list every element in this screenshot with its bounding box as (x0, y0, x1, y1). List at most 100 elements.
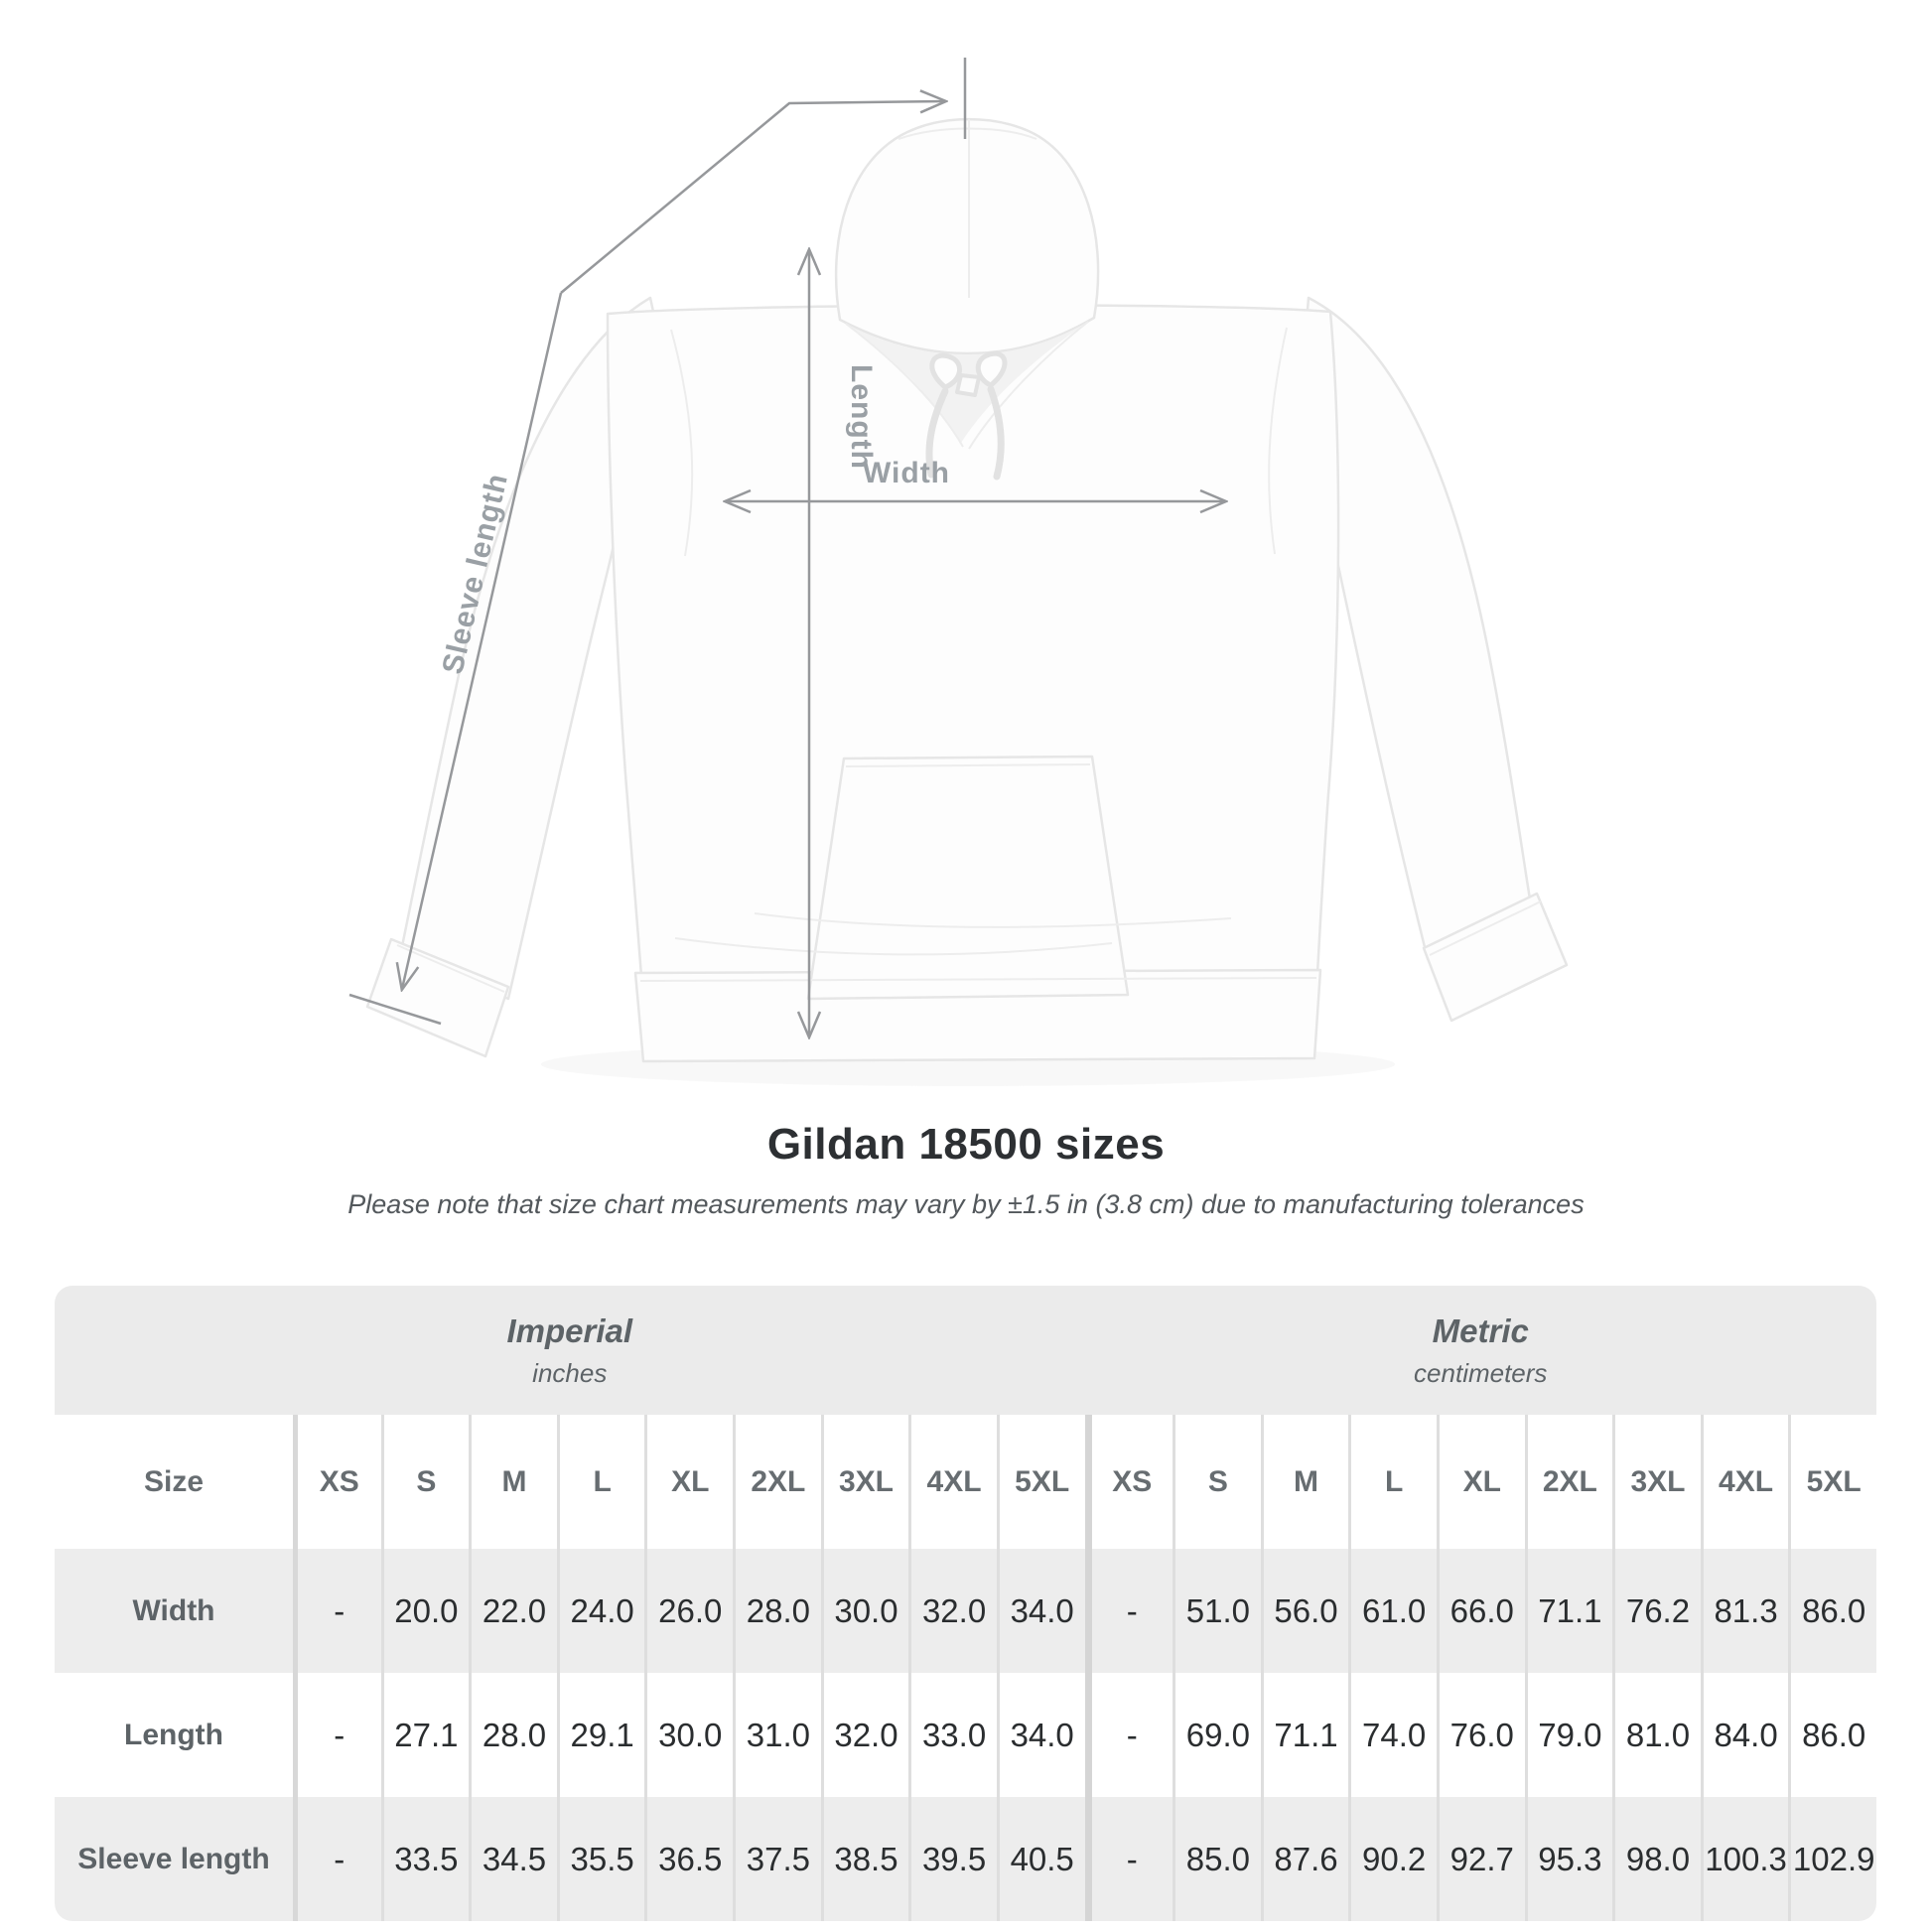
hoodie-right-sleeve (1304, 296, 1533, 961)
value-cell: 86.0 (1788, 1673, 1876, 1797)
length-label: Length (845, 364, 878, 470)
unit-band-metric: Metric centimeters (1084, 1286, 1876, 1415)
unit-system-name: Imperial (506, 1311, 633, 1349)
value-cell: 81.3 (1700, 1549, 1789, 1673)
size-header-imperial-l: L (556, 1415, 645, 1549)
hoodie-pocket (806, 755, 1130, 1001)
value-cell: 76.0 (1436, 1673, 1525, 1797)
value-cell: 35.5 (556, 1797, 645, 1921)
value-cell: - (1084, 1549, 1173, 1673)
value-cell: 86.0 (1788, 1549, 1876, 1673)
size-header-imperial-5xl: 5XL (996, 1415, 1085, 1549)
value-cell: - (1084, 1797, 1173, 1921)
value-cell: 84.0 (1700, 1673, 1789, 1797)
hoodie-image (365, 117, 1569, 1063)
value-cell: 66.0 (1436, 1549, 1525, 1673)
value-cell: 33.5 (380, 1797, 470, 1921)
value-cell: 61.0 (1348, 1549, 1437, 1673)
value-cell: 26.0 (644, 1549, 734, 1673)
page-title: Gildan 18500 sizes (766, 1120, 1166, 1169)
value-cell: 69.0 (1173, 1673, 1261, 1797)
value-cell: 30.0 (820, 1549, 909, 1673)
size-header-imperial-xs: XS (293, 1415, 381, 1549)
hoodie-hood (834, 117, 1100, 355)
value-cell: 95.3 (1524, 1797, 1613, 1921)
size-table: Imperial inches Metric centimeters Size XS S M L… (55, 1286, 1876, 1921)
size-header-imperial-m: M (469, 1415, 557, 1549)
value-cell: 79.0 (1524, 1673, 1613, 1797)
size-column-header: Size (55, 1415, 293, 1549)
value-cell: 81.0 (1612, 1673, 1701, 1797)
value-cell: 20.0 (380, 1549, 470, 1673)
value-cell: 38.5 (820, 1797, 909, 1921)
hoodie-seams (396, 119, 1542, 993)
value-cell: 30.0 (644, 1673, 734, 1797)
value-cell: 71.1 (1260, 1673, 1349, 1797)
value-cell: - (1084, 1673, 1173, 1797)
value-cell: 102.9 (1788, 1797, 1876, 1921)
value-cell: 56.0 (1260, 1549, 1349, 1673)
value-cell: 32.0 (820, 1673, 909, 1797)
sleeve-length-arrow-top (560, 101, 945, 294)
value-cell: 85.0 (1173, 1797, 1261, 1921)
size-header-metric-xs: XS (1084, 1415, 1173, 1549)
unit-system-name: Metric (1432, 1311, 1529, 1349)
value-cell: 32.0 (908, 1549, 997, 1673)
unit-band-imperial: Imperial inches (55, 1286, 1085, 1415)
size-header-metric-3xl: 3XL (1612, 1415, 1701, 1549)
value-cell: 71.1 (1524, 1549, 1613, 1673)
value-cell: 28.0 (733, 1549, 821, 1673)
value-cell: 36.5 (644, 1797, 734, 1921)
value-cell: - (293, 1549, 381, 1673)
size-header-imperial-4xl: 4XL (908, 1415, 997, 1549)
row-label-length: Length (55, 1673, 293, 1797)
value-cell: 92.7 (1436, 1797, 1525, 1921)
tolerance-note: Please note that size chart measurements… (347, 1189, 1585, 1219)
value-cell: 39.5 (908, 1797, 997, 1921)
size-header-metric-l: L (1348, 1415, 1437, 1549)
size-header-metric-4xl: 4XL (1700, 1415, 1789, 1549)
size-header-metric-5xl: 5XL (1788, 1415, 1876, 1549)
value-cell: 74.0 (1348, 1673, 1437, 1797)
hood-drawstrings (925, 350, 1008, 481)
value-cell: 34.0 (996, 1549, 1085, 1673)
value-cell: 24.0 (556, 1549, 645, 1673)
dimension-lines (348, 58, 1225, 1036)
unit-name: centimeters (1414, 1357, 1548, 1388)
value-cell: 34.0 (996, 1673, 1085, 1797)
width-label: Width (863, 457, 950, 489)
value-cell: 31.0 (733, 1673, 821, 1797)
size-header-metric-2xl: 2XL (1524, 1415, 1613, 1549)
hoodie-body (606, 304, 1340, 978)
value-cell: 100.3 (1700, 1797, 1789, 1921)
sleeve-length-arrow-bottom (402, 292, 563, 989)
row-label-width: Width (55, 1549, 293, 1673)
value-cell: 29.1 (556, 1673, 645, 1797)
value-cell: 37.5 (733, 1797, 821, 1921)
value-cell: 34.5 (469, 1797, 557, 1921)
sleeve-length-tick-bottom (348, 993, 442, 1026)
unit-name: inches (532, 1357, 608, 1388)
value-cell: 22.0 (469, 1549, 557, 1673)
size-header-imperial-2xl: 2XL (733, 1415, 821, 1549)
value-cell: 90.2 (1348, 1797, 1437, 1921)
value-cell: 76.2 (1612, 1549, 1701, 1673)
size-header-metric-s: S (1173, 1415, 1261, 1549)
value-cell: 51.0 (1173, 1549, 1261, 1673)
value-cell: 40.5 (996, 1797, 1085, 1921)
hoodie-right-cuff (1422, 892, 1569, 1023)
size-header-imperial-s: S (380, 1415, 470, 1549)
value-cell: 33.0 (908, 1673, 997, 1797)
value-cell: 87.6 (1260, 1797, 1349, 1921)
value-cell: 98.0 (1612, 1797, 1701, 1921)
value-cell: 27.1 (380, 1673, 470, 1797)
size-header-imperial-3xl: 3XL (820, 1415, 909, 1549)
value-cell: - (293, 1797, 381, 1921)
row-label-sleeve-length: Sleeve length (55, 1797, 293, 1921)
size-header-metric-m: M (1260, 1415, 1349, 1549)
value-cell: 28.0 (469, 1673, 557, 1797)
size-header-metric-xl: XL (1436, 1415, 1525, 1549)
hoodie-measurement-diagram: Sleeve length Length Width (348, 58, 1569, 1063)
value-cell: - (293, 1673, 381, 1797)
